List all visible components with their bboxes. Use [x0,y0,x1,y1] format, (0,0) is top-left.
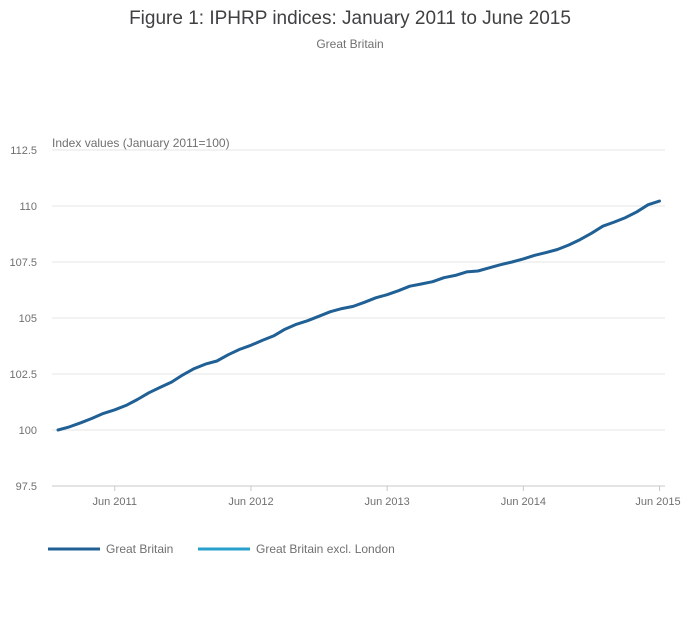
x-tick-label: Jun 2014 [501,496,546,508]
x-tick-label: Jun 2015 [635,496,680,508]
y-tick-label: 97.5 [16,481,37,493]
y-axis-ticks: 112.5 110 107.5 105 102.5 100 97.5 [9,145,37,493]
legend-label: Great Britain [106,542,173,556]
series-line-0 [56,199,661,432]
chart-subtitle: Great Britain [316,37,383,51]
series-lines [56,199,661,432]
y-tick-label: 112.5 [10,145,37,157]
legend: Great Britain Great Britain excl. London [48,542,395,556]
y-tick-label: 100 [19,425,37,437]
x-axis-ticks: Jun 2011 Jun 2012 Jun 2013 Jun 2014 Jun 2015 [93,486,681,508]
x-tick-label: Jun 2012 [228,496,273,508]
y-axis-label: Index values (January 2011=100) [52,136,230,150]
legend-label: Great Britain excl. London [256,542,395,556]
chart-title: Figure 1: IPHRP indices: January 2011 to… [129,8,571,29]
x-tick-label: Jun 2011 [93,496,137,508]
y-tick-label: 110 [19,201,37,213]
x-tick-label: Jun 2013 [365,496,410,508]
gridlines [52,149,665,487]
y-tick-label: 102.5 [9,369,37,381]
y-tick-label: 105 [19,313,37,325]
y-tick-label: 107.5 [9,257,37,269]
